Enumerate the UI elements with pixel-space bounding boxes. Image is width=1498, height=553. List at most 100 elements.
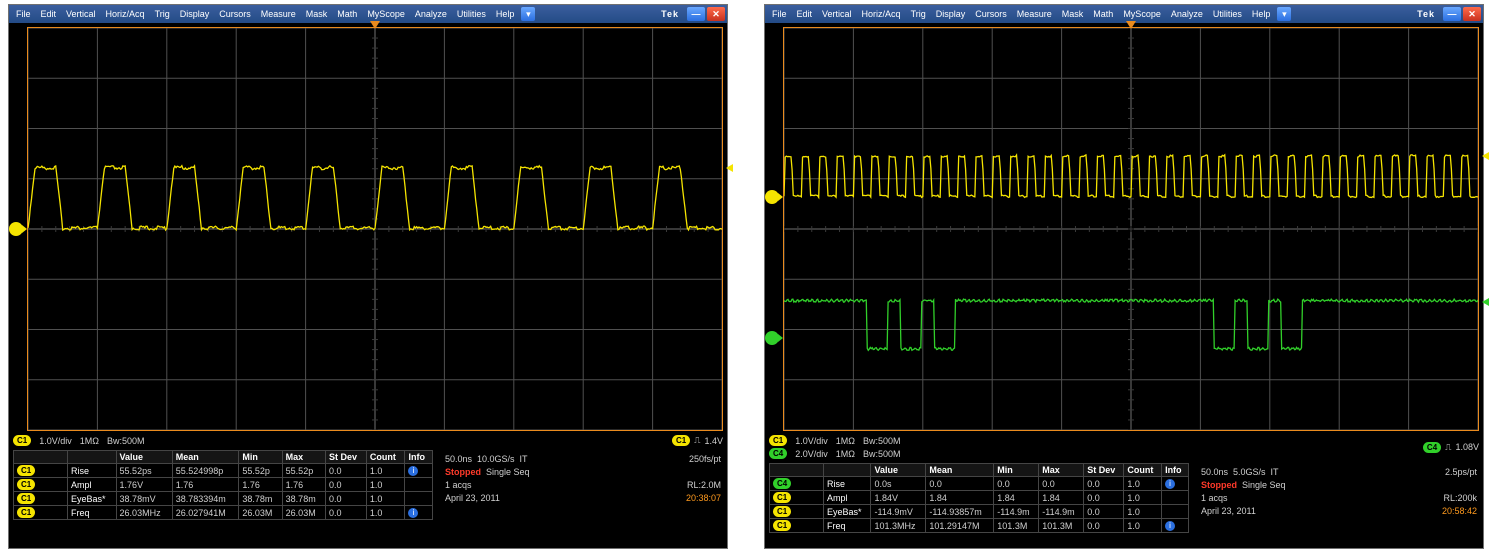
meas-name: EyeBas*	[824, 505, 871, 519]
trigger-readout: C1⎍1.4V	[672, 435, 723, 446]
channel-marker[interactable]	[765, 331, 779, 345]
menu-item[interactable]: Vertical	[61, 8, 101, 20]
meas-stdev: 0.0	[325, 478, 366, 492]
oscilloscope-window: FileEditVerticalHoriz/AcqTrigDisplayCurs…	[764, 4, 1484, 549]
row-channel-label[interactable]: C1	[773, 506, 791, 517]
row-channel-label[interactable]: C4	[773, 478, 791, 489]
menu-item[interactable]: Cursors	[214, 8, 256, 20]
channel-scale: 1.0V/div	[39, 436, 72, 446]
menu-item[interactable]: Math	[332, 8, 362, 20]
info-icon[interactable]: i	[408, 466, 418, 476]
menu-item[interactable]: Measure	[1012, 8, 1057, 20]
channel-block: C42.0V/div1MΩBw:500M	[769, 448, 901, 459]
reference-arrow	[1482, 298, 1489, 306]
menu-item[interactable]: Mask	[301, 8, 333, 20]
menu-item[interactable]: Math	[1088, 8, 1118, 20]
trigger-level: 1.08V	[1455, 442, 1479, 452]
row-channel-label[interactable]: C1	[17, 479, 35, 490]
menu-item[interactable]: Cursors	[970, 8, 1012, 20]
channel-label[interactable]: C1	[769, 435, 787, 446]
resolution: 250fs/pt	[689, 454, 721, 464]
channel-bandwidth: Bw:500M	[107, 436, 145, 446]
meas-stdev: 0.0	[1084, 491, 1124, 505]
channel-marker[interactable]	[765, 190, 779, 204]
meas-count: 1.0	[1124, 477, 1162, 491]
menu-item[interactable]: Utilities	[1208, 8, 1247, 20]
footer: C11.0V/div1MΩBw:500MC1⎍1.4VValueMeanMinM…	[9, 431, 727, 548]
menu-item[interactable]: Mask	[1057, 8, 1089, 20]
menu-item[interactable]: Edit	[792, 8, 818, 20]
menu-item[interactable]: File	[11, 8, 36, 20]
info-icon[interactable]: i	[1165, 521, 1175, 531]
menu-item[interactable]: Utilities	[452, 8, 491, 20]
brand-label: Tek	[1417, 9, 1443, 19]
menu-item[interactable]: Help	[1247, 8, 1276, 20]
channel-block: C11.0V/div1MΩBw:500M	[13, 435, 145, 446]
meas-info[interactable]: i	[405, 506, 433, 520]
meas-info[interactable]	[405, 492, 433, 506]
run-state: Stopped	[445, 467, 481, 477]
seq-mode: Single Seq	[1242, 480, 1286, 490]
footer: C11.0V/div1MΩBw:500MC42.0V/div1MΩBw:500M…	[765, 431, 1483, 548]
menu-item[interactable]: MyScope	[1118, 8, 1166, 20]
meas-info[interactable]: i	[1162, 519, 1189, 533]
measurement-table: ValueMeanMinMaxSt DevCountInfoC4Rise0.0s…	[769, 463, 1189, 533]
meas-info[interactable]	[1162, 505, 1189, 519]
run-state: Stopped	[1201, 480, 1237, 490]
menu-item[interactable]: Measure	[256, 8, 301, 20]
trigger-channel[interactable]: C4	[1423, 442, 1441, 453]
menu-item[interactable]: Trig	[906, 8, 931, 20]
meas-max: 55.52p	[282, 464, 325, 478]
table-header: Info	[405, 451, 433, 464]
menu-item[interactable]: Vertical	[817, 8, 857, 20]
row-channel-label[interactable]: C1	[17, 507, 35, 518]
meas-mean: 38.783394m	[172, 492, 239, 506]
menu-item[interactable]: Analyze	[410, 8, 452, 20]
meas-info[interactable]	[405, 478, 433, 492]
meas-info[interactable]: i	[1162, 477, 1189, 491]
chevron-down-icon[interactable]: ▾	[1277, 7, 1291, 21]
resolution: 2.5ps/pt	[1445, 467, 1477, 477]
channel-marker[interactable]	[9, 222, 23, 236]
channel-label[interactable]: C1	[13, 435, 31, 446]
info-icon[interactable]: i	[1165, 479, 1175, 489]
reference-arrow	[726, 164, 733, 172]
row-channel-label[interactable]: C1	[17, 465, 35, 476]
close-button[interactable]: ✕	[707, 7, 725, 21]
graticule	[783, 27, 1479, 431]
rising-edge-icon: ⎍	[1445, 442, 1451, 453]
close-button[interactable]: ✕	[1463, 7, 1481, 21]
menu-item[interactable]: Display	[175, 8, 215, 20]
row-channel-label[interactable]: C1	[17, 493, 35, 504]
oscilloscope-window: FileEditVerticalHoriz/AcqTrigDisplayCurs…	[8, 4, 728, 549]
channel-impedance: 1MΩ	[836, 449, 855, 459]
minimize-button[interactable]: —	[687, 7, 705, 21]
status-panel: 50.0ns 5.0GS/s IT2.5ps/ptStopped Single …	[1197, 463, 1479, 533]
meas-mean: 1.76	[172, 478, 239, 492]
menu-item[interactable]: Horiz/Acq	[101, 8, 150, 20]
table-header: Count	[1124, 464, 1162, 477]
meas-stdev: 0.0	[1084, 519, 1124, 533]
meas-mean: 1.84	[926, 491, 994, 505]
menu-item[interactable]: Trig	[150, 8, 175, 20]
minimize-button[interactable]: —	[1443, 7, 1461, 21]
meas-min: 1.76	[239, 478, 282, 492]
meas-info[interactable]: i	[405, 464, 433, 478]
menu-item[interactable]: MyScope	[362, 8, 410, 20]
record-length: RL:200k	[1443, 493, 1477, 503]
row-channel-label[interactable]: C1	[773, 492, 791, 503]
chevron-down-icon[interactable]: ▾	[521, 7, 535, 21]
trigger-channel[interactable]: C1	[672, 435, 690, 446]
menu-item[interactable]: Horiz/Acq	[857, 8, 906, 20]
menu-item[interactable]: Help	[491, 8, 520, 20]
date: April 23, 2011	[1201, 506, 1256, 516]
meas-info[interactable]	[1162, 491, 1189, 505]
channel-label[interactable]: C4	[769, 448, 787, 459]
meas-min: 26.03M	[239, 506, 282, 520]
row-channel-label[interactable]: C1	[773, 520, 791, 531]
menu-item[interactable]: File	[767, 8, 792, 20]
menu-item[interactable]: Display	[931, 8, 971, 20]
menu-item[interactable]: Analyze	[1166, 8, 1208, 20]
info-icon[interactable]: i	[408, 508, 418, 518]
menu-item[interactable]: Edit	[36, 8, 62, 20]
